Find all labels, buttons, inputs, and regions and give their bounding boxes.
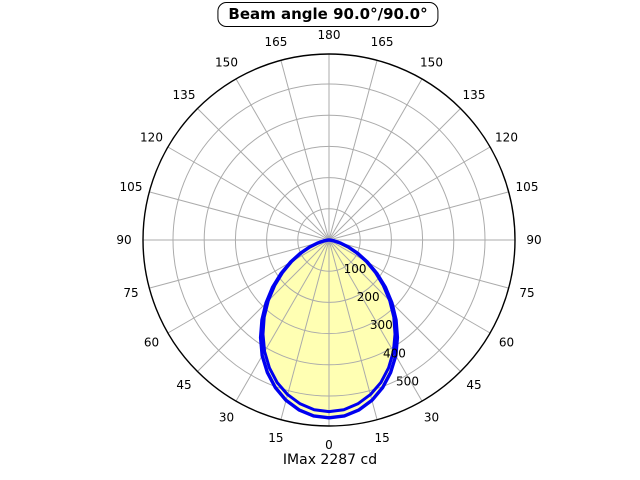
polar-grid-ray <box>328 60 378 241</box>
polar-grid-ray <box>328 239 423 402</box>
chart-title: Beam angle 90.0°/90.0° <box>217 2 439 27</box>
polar-grid-ray <box>328 239 461 372</box>
beam-curve-outer <box>258 238 400 420</box>
polar-grid-ray <box>328 78 423 241</box>
angle-label: 90 <box>116 233 131 247</box>
polar-grid-ray <box>197 108 330 241</box>
polar-grid-ray <box>328 239 491 334</box>
angle-label: 0 <box>325 438 333 452</box>
angle-label: 30 <box>219 411 234 425</box>
polar-grid-ray <box>328 108 461 241</box>
imax-value-label: IMax 2287 cd <box>282 452 378 468</box>
polar-grid-ray <box>328 146 491 241</box>
r-tick-label: 300 <box>370 318 393 332</box>
polar-grid-ray <box>235 239 330 402</box>
angle-label: 60 <box>499 336 514 350</box>
angle-label: 105 <box>120 180 143 194</box>
polar-grid-ray <box>167 146 330 241</box>
polar-grid-ray <box>149 191 330 241</box>
angle-label: 135 <box>463 88 486 102</box>
r-tick-label: 100 <box>344 262 367 276</box>
polar-grid-ray <box>197 239 330 372</box>
polar-grid-ray <box>280 60 330 241</box>
outer-boundary-circle <box>142 53 516 427</box>
polar-grid-ray <box>328 239 378 420</box>
angle-label: 135 <box>173 88 196 102</box>
angle-label: 45 <box>176 378 191 392</box>
angle-label: 150 <box>420 56 443 70</box>
polar-grid-ray <box>280 239 330 420</box>
angle-label: 60 <box>144 336 159 350</box>
polar-grid-ray <box>167 239 330 334</box>
r-tick-label: 500 <box>396 374 419 388</box>
angle-label: 30 <box>424 411 439 425</box>
polar-grid-ray <box>328 191 509 241</box>
angle-label: 90 <box>526 233 541 247</box>
angle-label: 15 <box>268 431 283 445</box>
angle-label: 105 <box>516 180 539 194</box>
angle-label: 45 <box>466 378 481 392</box>
angle-label: 120 <box>140 131 163 145</box>
r-tick-label: 400 <box>383 346 406 360</box>
angle-label: 75 <box>519 286 534 300</box>
angle-label: 15 <box>374 431 389 445</box>
polar-grid-ray <box>235 78 330 241</box>
angle-label: 165 <box>371 35 394 49</box>
angle-label: 75 <box>123 286 138 300</box>
angle-label: 120 <box>495 131 518 145</box>
r-tick-label: 200 <box>357 290 380 304</box>
angle-label: 180 <box>318 28 341 42</box>
polar-grid-ray <box>328 239 509 289</box>
polar-grid-ray <box>149 239 330 289</box>
angle-label: 165 <box>264 35 287 49</box>
angle-label: 150 <box>215 56 238 70</box>
